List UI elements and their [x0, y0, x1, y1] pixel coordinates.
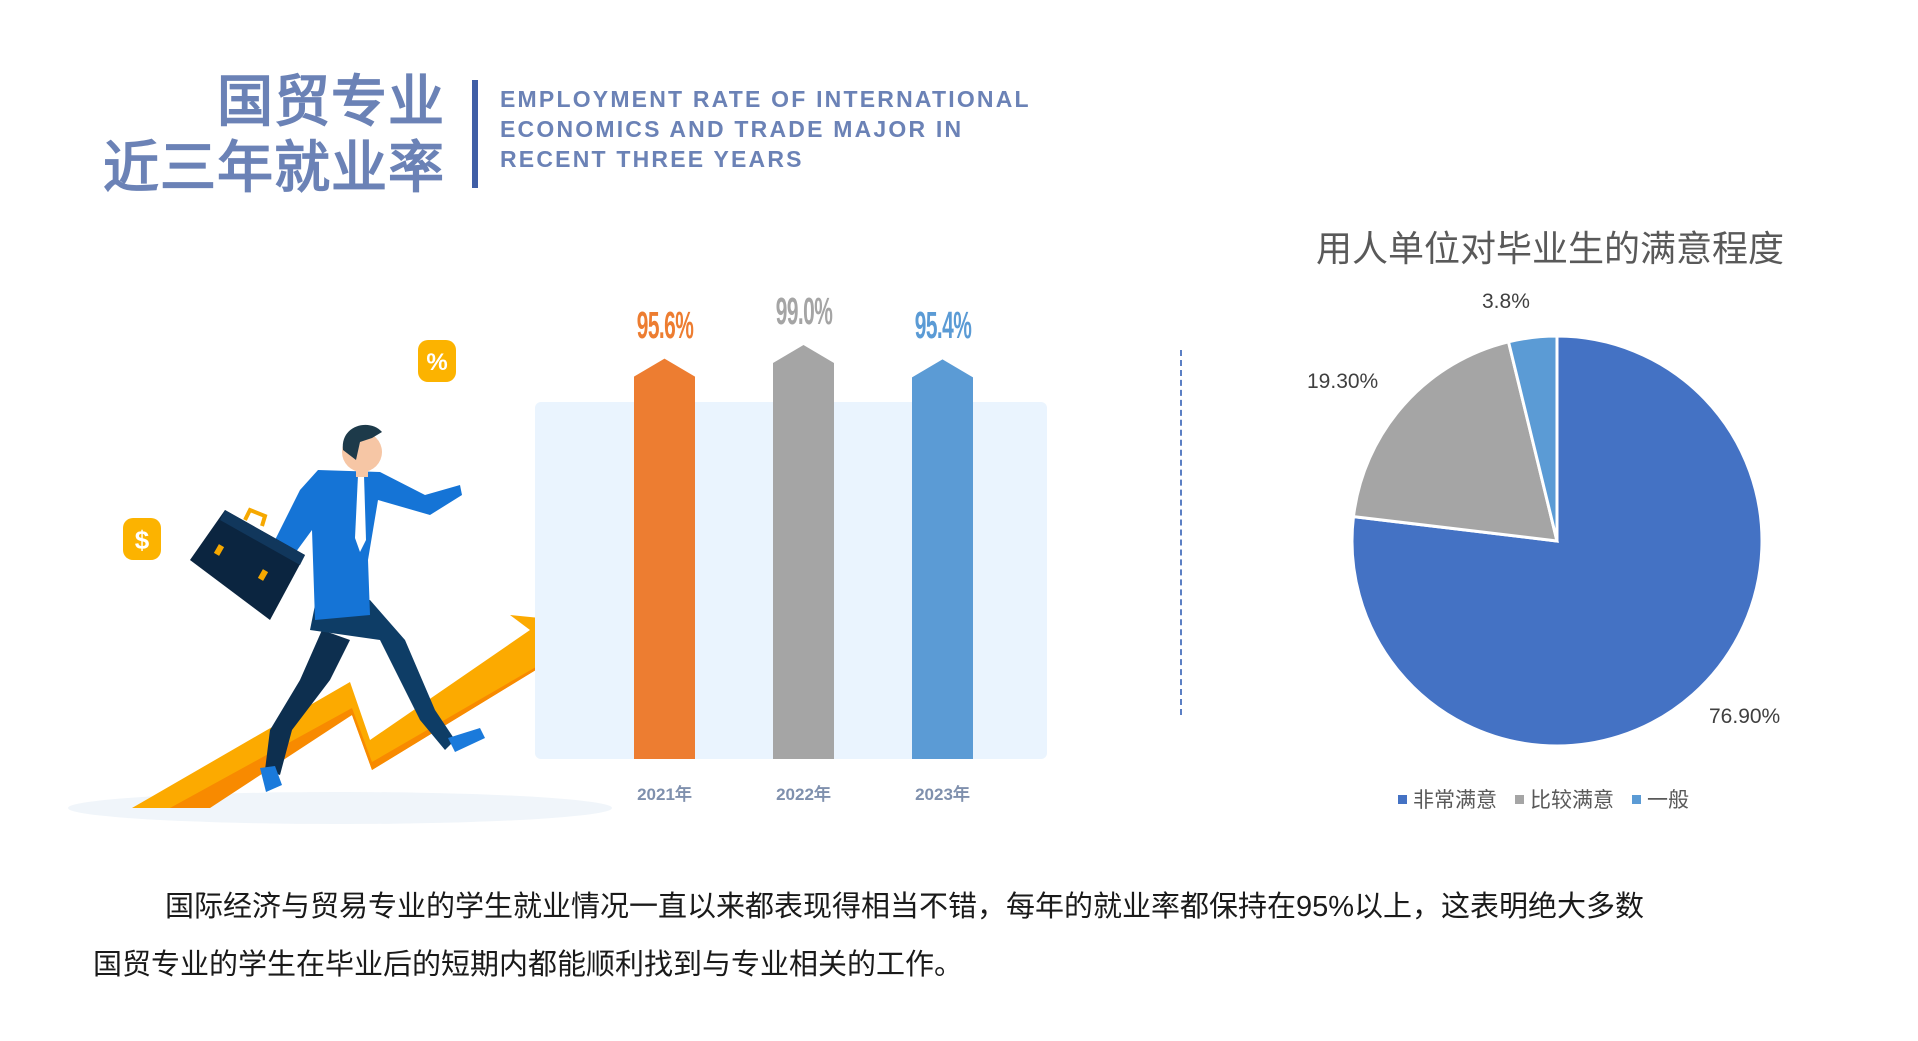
- pie-slice-2: [1506, 334, 1559, 542]
- bar-data-label: 99.0%: [775, 291, 832, 333]
- svg-text:$: $: [135, 525, 150, 555]
- bar-2022: [773, 345, 834, 759]
- bar-category-label: 2022年: [776, 785, 831, 804]
- bar-2023: [912, 359, 973, 759]
- legend-item-satisfied: 比较满意: [1515, 784, 1614, 814]
- legend-swatch: [1515, 794, 1524, 804]
- bar-data-label: 95.6%: [636, 304, 693, 347]
- bar-category-label: 2023年: [915, 785, 970, 804]
- svg-text:%: %: [426, 349, 447, 376]
- legend-swatch: [1398, 794, 1407, 804]
- legend-item-very-satisfied: 非常满意: [1398, 784, 1497, 814]
- legend-swatch: [1632, 794, 1641, 804]
- bar-2021: [634, 358, 695, 759]
- legend-label: 一般: [1647, 789, 1689, 812]
- section-divider: [1180, 350, 1182, 715]
- percent-coin-icon: %: [418, 340, 456, 382]
- title-line2: 近三年就业率: [103, 136, 445, 199]
- legend-label: 比较满意: [1530, 789, 1614, 812]
- dollar-coin-icon: $: [123, 518, 161, 560]
- businessman-illustration: $ %: [68, 340, 612, 824]
- briefcase-icon: [190, 507, 305, 620]
- subtitle-line2: ECONOMICS AND TRADE MAJOR IN: [500, 116, 964, 142]
- legend-label: 非常满意: [1413, 789, 1497, 812]
- bar-data-label: 95.4%: [914, 305, 971, 348]
- pie-slice-0: [1350, 334, 1764, 748]
- paragraph-line1: 国际经济与贸易专业的学生就业情况一直以来都表现得相当不错，每年的就业率都保持在9…: [165, 891, 1645, 923]
- title-line1: 国贸专业: [217, 70, 445, 133]
- pie-slice-1: [1351, 340, 1559, 543]
- pie-label-average: 3.8%: [1482, 290, 1530, 313]
- legend-item-average: 一般: [1632, 784, 1689, 814]
- pie-label-satisfied: 19.30%: [1307, 370, 1379, 393]
- subtitle-line3: RECENT THREE YEARS: [500, 146, 804, 172]
- businessman-icon: [258, 424, 485, 792]
- pie-legend: 非常满意 比较满意 一般: [1398, 784, 1689, 814]
- pie-chart-title: 用人单位对毕业生的满意程度: [1315, 228, 1784, 269]
- paragraph-line2: 国贸专业的学生在毕业后的短期内都能顺利找到与专业相关的工作。: [93, 949, 964, 981]
- pie-label-very-satisfied: 76.90%: [1709, 705, 1781, 728]
- bar-category-label: 2021年: [637, 785, 692, 804]
- rising-arrow-icon: [132, 615, 580, 808]
- subtitle-line1: EMPLOYMENT RATE OF INTERNATIONAL: [500, 86, 1031, 112]
- title-divider: [472, 80, 478, 188]
